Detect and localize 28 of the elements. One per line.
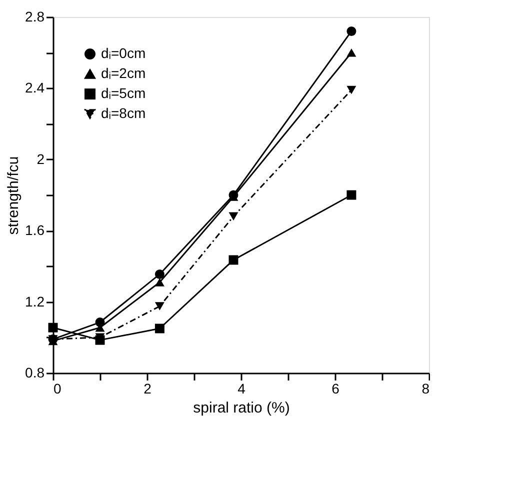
x-tick-label: 4: [238, 380, 246, 396]
y-axis-title: strength/fcu: [5, 156, 22, 235]
y-tick-label: 1.6: [25, 222, 45, 238]
y-tick-label: 1.2: [25, 293, 45, 310]
point: [346, 86, 356, 94]
point: [48, 322, 58, 332]
x-tick-label: 6: [332, 380, 340, 396]
y-tick-label: 2: [36, 150, 45, 167]
point: [154, 324, 164, 334]
legend-label: dᵢ=0cm: [101, 45, 146, 61]
legend-label: dᵢ=5cm: [101, 85, 146, 101]
legend-label: dᵢ=2cm: [101, 65, 146, 81]
x-tick-label: 0: [54, 380, 62, 396]
point: [346, 26, 356, 36]
y-tick-label: 0.8: [25, 364, 45, 380]
point: [154, 269, 164, 279]
x-tick-label: 8: [422, 380, 430, 396]
legend-label: dᵢ=8cm: [101, 105, 146, 121]
y-tick-label: 2.8: [25, 8, 45, 24]
x-tick-label: 2: [144, 380, 152, 396]
point: [228, 212, 238, 220]
point: [154, 278, 164, 286]
point: [228, 255, 238, 265]
point: [154, 302, 164, 310]
point: [346, 190, 356, 200]
point: [346, 48, 356, 57]
x-axis-title: spiral ratio (%): [193, 400, 290, 416]
y-tick-label: 2.4: [25, 80, 45, 96]
